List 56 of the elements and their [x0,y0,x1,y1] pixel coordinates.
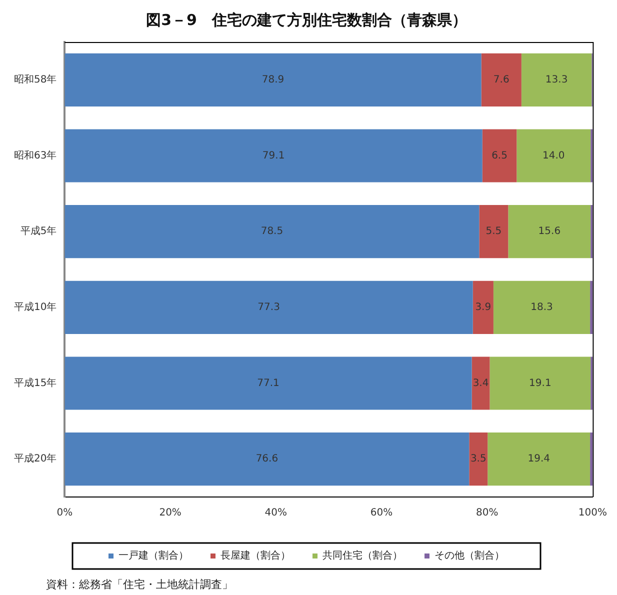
bar [590,280,593,334]
x-tick-label: 100% [578,508,607,519]
legend-label: 長屋建（割合） [220,550,290,562]
bar [64,205,480,258]
bar [479,205,508,258]
x-tick-label: 40% [264,508,288,519]
chart-title: 図3－9 住宅の建て方別住宅数割合（青森県） [146,10,467,29]
bar [481,53,522,106]
x-tick-label: 0% [56,508,73,519]
legend-label: 一戸建（割合） [118,550,188,562]
legend-label: 共同住宅（割合） [322,550,402,562]
legend-label: その他（割合） [434,550,504,562]
data-label: 79.1 [262,150,285,162]
data-label: 19.4 [528,454,550,465]
y-tick-label: 昭和58年 [14,74,57,86]
data-label: 5.5 [486,226,502,238]
y-tick-label: 平成15年 [14,376,57,389]
y-tick-label: 平成20年 [14,452,57,465]
bar [469,432,488,486]
data-label: 19.1 [529,378,552,389]
bar [516,129,591,182]
bar [64,53,482,106]
y-tick-label: 昭和63年 [14,149,57,162]
bar [488,432,590,486]
text: 資料：総務省「住宅・土地統計調査」 [46,578,233,591]
bar [472,280,494,334]
bar [490,356,591,410]
x-tick-label: 80% [476,508,498,519]
bar [472,356,490,410]
data-label: 3.4 [472,378,489,389]
data-label: 18.3 [530,302,553,314]
data-label: 6.5 [492,150,508,162]
bar [64,432,470,486]
data-label: 3.5 [470,454,486,465]
bar [493,280,590,334]
data-label: 77.3 [258,302,280,314]
bar [521,53,592,106]
data-label: 14.0 [542,150,565,162]
bar [508,205,591,258]
data-label: 77.1 [257,378,280,389]
y-tick-label: 平成10年 [14,301,57,314]
bar [64,129,482,182]
bar [590,432,593,486]
bar [64,280,473,334]
data-label: 78.9 [262,74,284,86]
y-tick-label: 平成5年 [20,225,57,238]
bar [64,356,472,410]
x-tick-label: 20% [159,508,182,519]
data-label: 15.6 [538,226,561,238]
data-label: 7.6 [493,74,510,86]
data-label: 76.6 [256,454,278,465]
x-tick-label: 60% [370,508,393,519]
data-label: 3.9 [475,302,492,314]
data-label: 13.3 [545,74,568,86]
bar [482,129,517,182]
data-label: 78.5 [260,226,284,238]
